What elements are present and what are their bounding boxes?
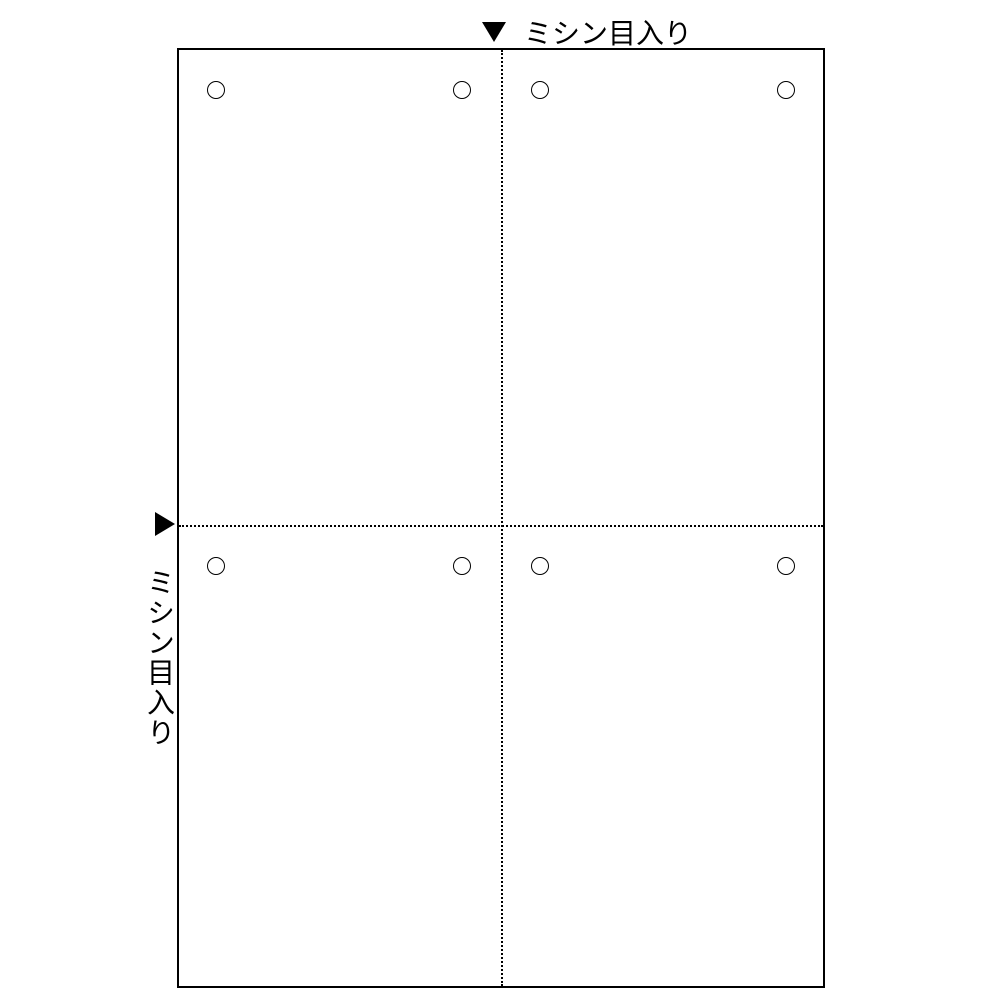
punch-hole — [777, 557, 795, 575]
triangle-marker-top — [482, 22, 506, 42]
diagram-container: ミシン目入り ミシン目入り — [0, 0, 1000, 1000]
punch-hole — [531, 81, 549, 99]
triangle-marker-side — [155, 512, 175, 536]
punch-hole — [453, 557, 471, 575]
punch-hole — [777, 81, 795, 99]
punch-hole — [453, 81, 471, 99]
perforation-label-top: ミシン目入り — [524, 12, 692, 52]
perforation-horizontal — [179, 525, 823, 527]
perforation-label-side: ミシン目入り — [139, 568, 179, 748]
punch-hole — [531, 557, 549, 575]
punch-hole — [207, 81, 225, 99]
perforation-vertical — [501, 50, 503, 986]
punch-hole — [207, 557, 225, 575]
